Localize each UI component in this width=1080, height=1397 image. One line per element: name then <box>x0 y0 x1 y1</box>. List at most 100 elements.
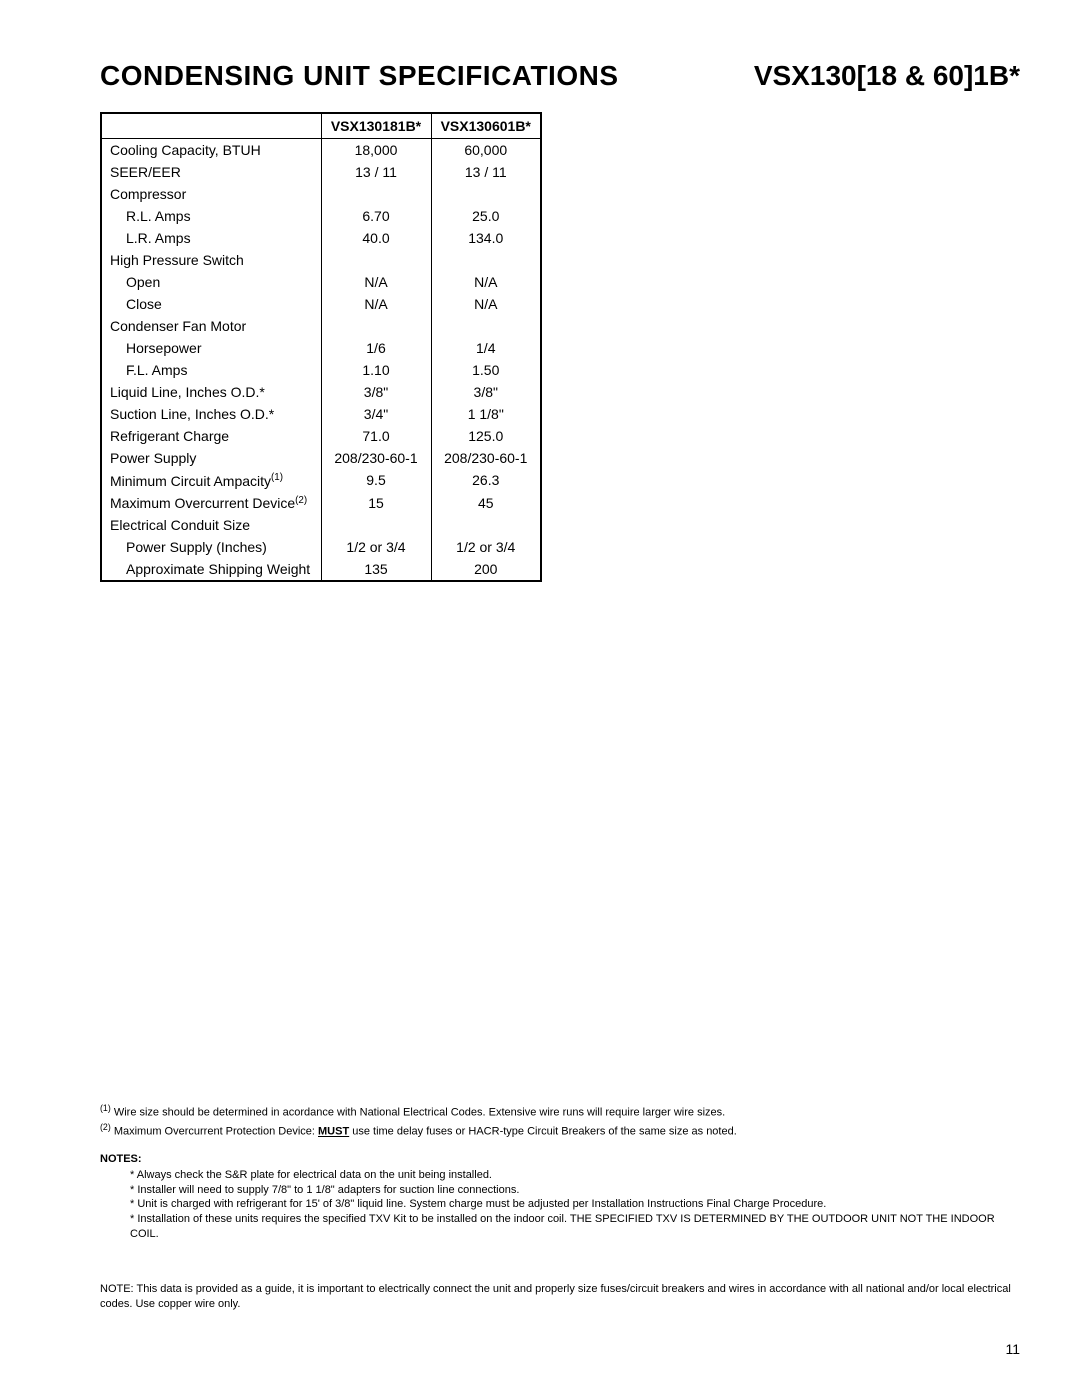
table-row: CloseN/AN/A <box>101 293 541 315</box>
page-header: CONDENSING UNIT SPECIFICATIONS VSX130[18… <box>100 60 1020 92</box>
table-row: F.L. Amps1.101.50 <box>101 359 541 381</box>
table-row: Liquid Line, Inches O.D.*3/8"3/8" <box>101 381 541 403</box>
table-row: R.L. Amps6.7025.0 <box>101 205 541 227</box>
footnote-2-pre: Maximum Overcurrent Protection Device: <box>114 1126 318 1138</box>
cell-c2 <box>431 514 541 536</box>
table-row: High Pressure Switch <box>101 249 541 271</box>
table-row: Cooling Capacity, BTUH18,00060,000 <box>101 139 541 162</box>
col-header-1: VSX130181B* <box>321 113 431 139</box>
page: CONDENSING UNIT SPECIFICATIONS VSX130[18… <box>0 0 1080 1397</box>
row-label: Minimum Circuit Ampacity(1) <box>101 469 321 492</box>
row-label: Maximum Overcurrent Device(2) <box>101 492 321 515</box>
cell-c2: 125.0 <box>431 425 541 447</box>
cell-c1: 6.70 <box>321 205 431 227</box>
footnote-2-post: use time delay fuses or HACR-type Circui… <box>349 1126 737 1138</box>
row-label: High Pressure Switch <box>101 249 321 271</box>
cell-c2: 25.0 <box>431 205 541 227</box>
cell-c1 <box>321 514 431 536</box>
row-label: Open <box>101 271 321 293</box>
cell-c1: 40.0 <box>321 227 431 249</box>
table-row: Electrical Conduit Size <box>101 514 541 536</box>
cell-c1: 1/6 <box>321 337 431 359</box>
footnote-1-text: Wire size should be determined in acorda… <box>114 1107 725 1119</box>
row-label: Approximate Shipping Weight <box>101 558 321 581</box>
cell-c2: N/A <box>431 293 541 315</box>
row-label: R.L. Amps <box>101 205 321 227</box>
cell-c2: 1.50 <box>431 359 541 381</box>
cell-c2 <box>431 183 541 205</box>
table-row: Power Supply208/230-60-1208/230-60-1 <box>101 447 541 469</box>
table-row: L.R. Amps40.0134.0 <box>101 227 541 249</box>
row-label: Liquid Line, Inches O.D.* <box>101 381 321 403</box>
row-label: Suction Line, Inches O.D.* <box>101 403 321 425</box>
cell-c1: 18,000 <box>321 139 431 162</box>
notes-list: Always check the S&R plate for electrica… <box>100 1168 1020 1242</box>
table-row: Power Supply (Inches)1/2 or 3/41/2 or 3/… <box>101 536 541 558</box>
cell-c1: 135 <box>321 558 431 581</box>
cell-c2: 208/230-60-1 <box>431 447 541 469</box>
table-row: SEER/EER13 / 1113 / 11 <box>101 161 541 183</box>
cell-c2: 1/2 or 3/4 <box>431 536 541 558</box>
title-right: VSX130[18 & 60]1B* <box>754 60 1020 92</box>
cell-c1: 3/8" <box>321 381 431 403</box>
cell-c1 <box>321 183 431 205</box>
row-label: Horsepower <box>101 337 321 359</box>
note-item: Always check the S&R plate for electrica… <box>130 1168 1020 1183</box>
cell-c2: 60,000 <box>431 139 541 162</box>
table-row: Compressor <box>101 183 541 205</box>
row-label: L.R. Amps <box>101 227 321 249</box>
cell-c1: N/A <box>321 293 431 315</box>
title-left: CONDENSING UNIT SPECIFICATIONS <box>100 60 619 92</box>
table-row: Suction Line, Inches O.D.*3/4"1 1/8" <box>101 403 541 425</box>
cell-c2 <box>431 249 541 271</box>
row-label: Refrigerant Charge <box>101 425 321 447</box>
cell-c2: 13 / 11 <box>431 161 541 183</box>
row-label: Condenser Fan Motor <box>101 315 321 337</box>
cell-c2: 3/8" <box>431 381 541 403</box>
row-label: Compressor <box>101 183 321 205</box>
table-row: Condenser Fan Motor <box>101 315 541 337</box>
table-header-row: VSX130181B* VSX130601B* <box>101 113 541 139</box>
col-header-2: VSX130601B* <box>431 113 541 139</box>
note-item: Installer will need to supply 7/8" to 1 … <box>130 1183 1020 1198</box>
col-header-blank <box>101 113 321 139</box>
table-row: Refrigerant Charge71.0125.0 <box>101 425 541 447</box>
row-label: Close <box>101 293 321 315</box>
row-label: SEER/EER <box>101 161 321 183</box>
table-row: Maximum Overcurrent Device(2)1545 <box>101 492 541 515</box>
table-row: Approximate Shipping Weight135200 <box>101 558 541 581</box>
cell-c2: 1/4 <box>431 337 541 359</box>
spec-table: VSX130181B* VSX130601B* Cooling Capacity… <box>100 112 542 582</box>
cell-c1: 71.0 <box>321 425 431 447</box>
table-row: Minimum Circuit Ampacity(1)9.526.3 <box>101 469 541 492</box>
cell-c2: 45 <box>431 492 541 515</box>
footnote-1-sup: (1) <box>100 1103 111 1113</box>
note-item: Installation of these units requires the… <box>130 1212 1020 1242</box>
row-label: Electrical Conduit Size <box>101 514 321 536</box>
cell-c1 <box>321 315 431 337</box>
row-label: F.L. Amps <box>101 359 321 381</box>
footnote-1: (1) Wire size should be determined in ac… <box>100 1102 1020 1121</box>
cell-c1: 9.5 <box>321 469 431 492</box>
footnote-2: (2) Maximum Overcurrent Protection Devic… <box>100 1121 1020 1140</box>
cell-c2: 1 1/8" <box>431 403 541 425</box>
bottom-note: NOTE: This data is provided as a guide, … <box>100 1282 1020 1312</box>
footnote-2-sup: (2) <box>100 1122 111 1132</box>
cell-c2: N/A <box>431 271 541 293</box>
cell-c1: 1/2 or 3/4 <box>321 536 431 558</box>
note-item: Unit is charged with refrigerant for 15'… <box>130 1197 1020 1212</box>
notes-heading: NOTES: <box>100 1152 1020 1167</box>
cell-c1: N/A <box>321 271 431 293</box>
table-row: Horsepower1/61/4 <box>101 337 541 359</box>
cell-c2: 134.0 <box>431 227 541 249</box>
footnote-2-must: MUST <box>318 1126 349 1138</box>
cell-c1: 13 / 11 <box>321 161 431 183</box>
cell-c1: 208/230-60-1 <box>321 447 431 469</box>
cell-c2: 26.3 <box>431 469 541 492</box>
row-label: Cooling Capacity, BTUH <box>101 139 321 162</box>
cell-c1: 1.10 <box>321 359 431 381</box>
cell-c1: 3/4" <box>321 403 431 425</box>
page-number: 11 <box>1005 1341 1020 1357</box>
cell-c2: 200 <box>431 558 541 581</box>
cell-c1: 15 <box>321 492 431 515</box>
